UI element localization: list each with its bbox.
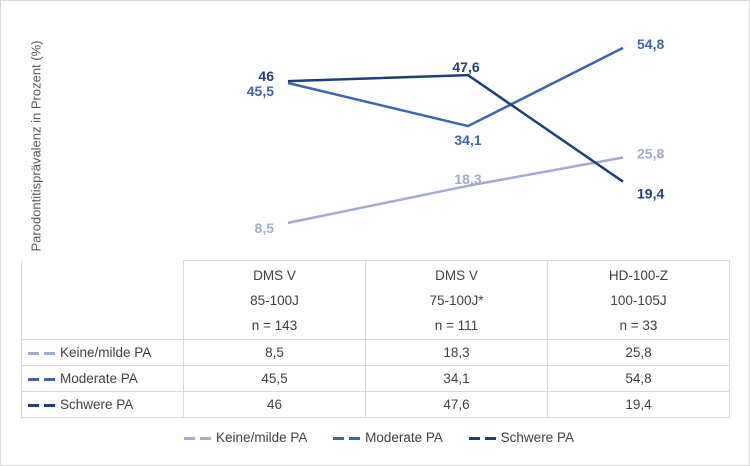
data-label: 34,1 — [454, 132, 481, 148]
row-label-text: Keine/milde PA — [60, 345, 152, 360]
table-cell: 46 — [183, 391, 366, 418]
category-header: DMS V 85-100J n = 143 — [183, 260, 366, 340]
row-label-text: Moderate PA — [60, 371, 138, 386]
table-cell: 47,6 — [365, 391, 548, 418]
category-study: HD-100-Z — [608, 267, 669, 283]
table-corner — [21, 260, 184, 340]
legend-label: Keine/milde PA — [216, 430, 308, 445]
series-line — [287, 46, 624, 128]
data-label: 19,4 — [637, 186, 664, 202]
row-label: Schwere PA — [21, 391, 184, 418]
category-n: n = 111 — [434, 317, 479, 333]
data-label: 45,5 — [247, 83, 274, 99]
table-cell: 19,4 — [547, 391, 730, 418]
category-n: n = 33 — [619, 317, 658, 333]
category-n: n = 143 — [251, 317, 298, 333]
series-line — [287, 73, 624, 183]
table-cell: 54,8 — [547, 365, 730, 392]
category-header: DMS V 75-100J* n = 111 — [365, 260, 548, 340]
category-header: HD-100-Z 100-105J n = 33 — [547, 260, 730, 340]
data-label: 46 — [258, 68, 274, 84]
legend-key-icon — [184, 433, 214, 443]
series-line — [287, 156, 624, 225]
data-label: 54,8 — [637, 36, 664, 52]
category-age: 100-105J — [610, 292, 667, 308]
table-cell: 45,5 — [183, 365, 366, 392]
table-row: Moderate PA 45,5 34,1 54,8 — [21, 365, 730, 392]
table-row: Schwere PA 46 47,6 19,4 — [21, 391, 730, 418]
legend: Keine/milde PA Moderate PA Schwere PA — [1, 430, 749, 445]
data-label: 8,5 — [255, 220, 275, 236]
legend-key-icon — [28, 400, 58, 410]
legend-key-icon — [333, 433, 363, 443]
table-cell: 8,5 — [183, 339, 366, 366]
table-cell: 18,3 — [365, 339, 548, 366]
category-age: 75-100J* — [429, 292, 484, 308]
data-label: 47,6 — [452, 59, 479, 75]
legend-item: Moderate PA — [327, 430, 443, 445]
category-age: 85-100J — [250, 292, 299, 308]
legend-key-icon — [28, 348, 58, 358]
table-cell: 25,8 — [547, 339, 730, 366]
row-label: Moderate PA — [21, 365, 184, 392]
data-label: 25,8 — [637, 145, 664, 161]
data-label: 18,3 — [454, 171, 481, 187]
legend-label: Schwere PA — [500, 430, 574, 445]
row-label: Keine/milde PA — [21, 339, 184, 366]
legend-item: Keine/milde PA — [178, 430, 307, 445]
category-study: DMS V — [435, 267, 478, 283]
plot-area: 8,5 18,3 25,8 45,5 34,1 54,8 46 47,6 19,4 — [247, 36, 665, 236]
legend-item: Schwere PA — [463, 430, 574, 445]
table-cell: 34,1 — [365, 365, 548, 392]
category-study: DMS V — [253, 267, 296, 283]
row-label-text: Schwere PA — [60, 397, 134, 412]
data-table: DMS V 85-100J n = 143 DMS V 75-100J* n = 111… — [21, 260, 730, 418]
table-row: Keine/milde PA 8,5 18,3 25,8 — [21, 339, 730, 366]
legend-key-icon — [28, 374, 58, 384]
legend-label: Moderate PA — [365, 430, 443, 445]
legend-key-icon — [468, 433, 499, 443]
